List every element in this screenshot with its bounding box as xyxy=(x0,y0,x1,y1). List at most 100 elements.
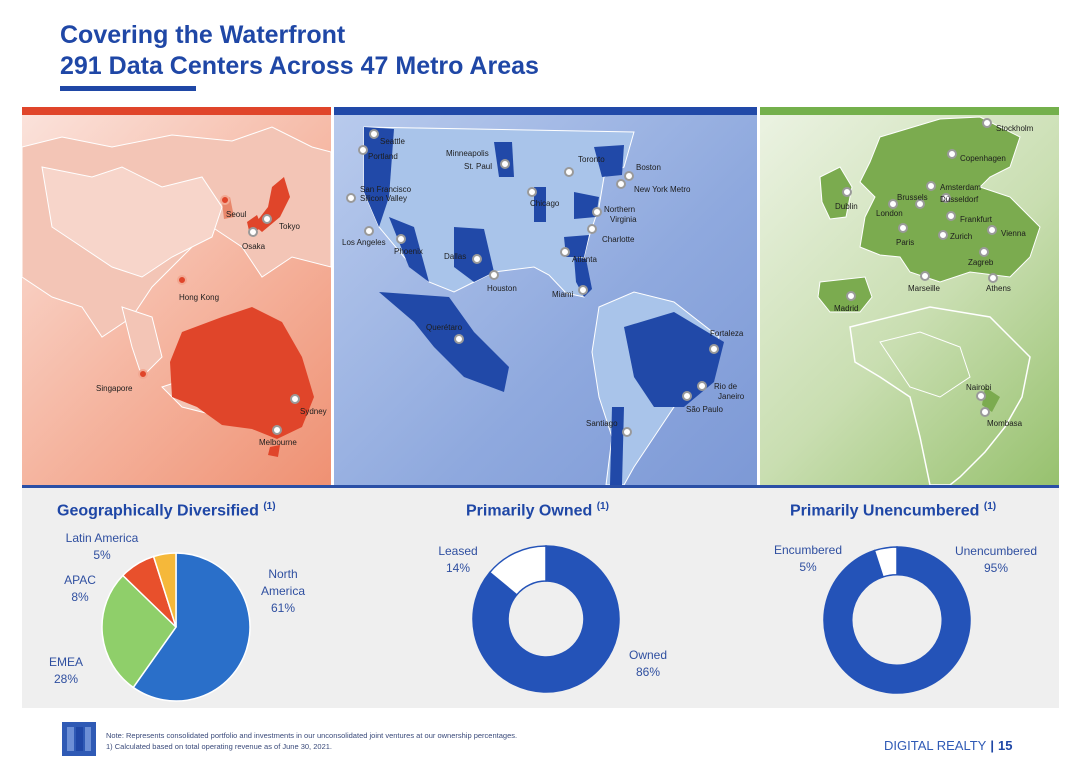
slice-name: Leased xyxy=(438,544,478,558)
city-label: Chicago xyxy=(530,199,560,208)
city-label: Querétaro xyxy=(426,323,463,332)
city-label: Hong Kong xyxy=(179,293,220,302)
city-label: Virginia xyxy=(610,215,637,224)
city-label: Nairobi xyxy=(966,383,992,392)
city-label: Phoenix xyxy=(394,247,423,256)
brussels-marker xyxy=(915,199,925,209)
city-label: Tokyo xyxy=(279,222,300,231)
chart-title-text: Primarily Unencumbered xyxy=(790,502,980,520)
footnote-note: Note: Represents consolidated portfolio … xyxy=(106,731,518,740)
title-line-2: 291 Data Centers Across 47 Metro Areas xyxy=(60,52,539,80)
brand-separator: | xyxy=(990,738,994,753)
boston-marker xyxy=(624,171,634,181)
city-label: San Francisco xyxy=(360,185,412,194)
city-label: Stockholm xyxy=(996,124,1034,133)
slice-name: Encumbered xyxy=(773,543,843,557)
slice-pct: 5% xyxy=(799,560,817,574)
encumbered-label: Encumbered 5% xyxy=(763,542,853,576)
houston-marker xyxy=(489,270,499,280)
singapore-marker xyxy=(138,369,148,379)
slice-name: Unencumbered xyxy=(954,544,1038,558)
title-underline xyxy=(60,86,196,91)
brand-name: DIGITAL REALTY xyxy=(884,738,987,753)
chicago-marker xyxy=(527,187,537,197)
latin-america-label: Latin America 5% xyxy=(52,530,152,564)
city-label: São Paulo xyxy=(686,405,723,414)
dallas-marker xyxy=(472,254,482,264)
apac-label: APAC 8% xyxy=(52,572,108,606)
map-panels: Seoul Tokyo Osaka Hong Kong Singapore Sy… xyxy=(22,107,1059,485)
city-label: Minneapolis xyxy=(446,149,489,158)
slice-pct: 95% xyxy=(983,561,1009,575)
city-label: Dallas xyxy=(444,252,467,261)
unencumbered-label: Unencumbered 95% xyxy=(944,543,1048,577)
santiago-marker xyxy=(622,427,632,437)
seattle-marker xyxy=(369,129,379,139)
city-label: Sydney xyxy=(300,407,327,416)
fortaleza-marker xyxy=(709,344,719,354)
americas-accent-bar xyxy=(334,107,757,115)
city-label: Osaka xyxy=(242,242,266,251)
city-label: Copenhagen xyxy=(960,154,1006,163)
zagreb-marker xyxy=(979,247,989,257)
slice-name: Latin America xyxy=(65,531,139,545)
frankfurt-marker xyxy=(946,211,956,221)
seoul-marker xyxy=(220,195,230,205)
digital-realty-logo-icon xyxy=(62,722,96,756)
nairobi-marker xyxy=(976,391,986,401)
leased-label: Leased 14% xyxy=(418,543,498,577)
city-label: Miami xyxy=(552,290,574,299)
slice-pct: 86% xyxy=(635,665,661,679)
city-label: Zagreb xyxy=(968,258,994,267)
brand-footer: DIGITAL REALTY | 15 xyxy=(884,738,1012,753)
city-label: Northern xyxy=(604,205,636,214)
madrid-marker xyxy=(846,291,856,301)
dublin-marker xyxy=(842,187,852,197)
city-label: Singapore xyxy=(96,384,133,393)
slice-latin-america xyxy=(152,552,177,628)
slice-leased xyxy=(488,545,547,596)
page-number: 15 xyxy=(997,738,1013,753)
city-label: Melbourne xyxy=(259,438,297,447)
city-label: Portland xyxy=(368,152,398,161)
osaka-marker xyxy=(248,227,258,237)
chart-title-text: Geographically Diversified xyxy=(57,502,259,520)
apac-accent-bar xyxy=(22,107,331,115)
slice-north-america xyxy=(132,552,251,702)
apac-map xyxy=(22,126,331,457)
emea-accent-bar xyxy=(760,107,1059,115)
slice-name: EMEA xyxy=(48,655,83,669)
north-america-label: North America 61% xyxy=(233,566,333,617)
marseille-marker xyxy=(920,271,930,281)
chart-title-geographic: Geographically Diversified (1) xyxy=(57,501,276,520)
stockholm-marker xyxy=(982,118,992,128)
emea-label: EMEA 28% xyxy=(36,654,96,688)
city-label: Seoul xyxy=(226,210,247,219)
americas-map xyxy=(363,126,724,485)
city-label: Toronto xyxy=(578,155,605,164)
city-label: Houston xyxy=(487,284,517,293)
zurich-marker xyxy=(938,230,948,240)
city-label: Frankfurt xyxy=(960,215,993,224)
minneapolis-marker xyxy=(500,159,510,169)
amsterdam-marker xyxy=(926,181,936,191)
slice-name: APAC xyxy=(64,573,96,587)
city-label: Los Angeles xyxy=(342,238,386,247)
sydney-marker xyxy=(290,394,300,404)
sao-paulo-marker xyxy=(682,391,692,401)
mombasa-marker xyxy=(980,407,990,417)
slice-pct: 14% xyxy=(445,561,471,575)
slice-owned xyxy=(472,545,620,693)
athens-marker xyxy=(988,273,998,283)
city-label: New York Metro xyxy=(634,185,691,194)
emea-map xyxy=(817,116,1041,485)
slice-pct: 61% xyxy=(270,601,296,615)
slice-pct: 8% xyxy=(71,590,89,604)
city-label: Rio de xyxy=(714,382,738,391)
charlotte-marker xyxy=(587,224,597,234)
slice-pct: 5% xyxy=(93,548,111,562)
city-label: Düsseldorf xyxy=(940,195,979,204)
section-divider xyxy=(22,485,1059,488)
footnote-1: 1) Calculated based on total operating r… xyxy=(106,742,332,751)
city-label: Boston xyxy=(636,163,661,172)
